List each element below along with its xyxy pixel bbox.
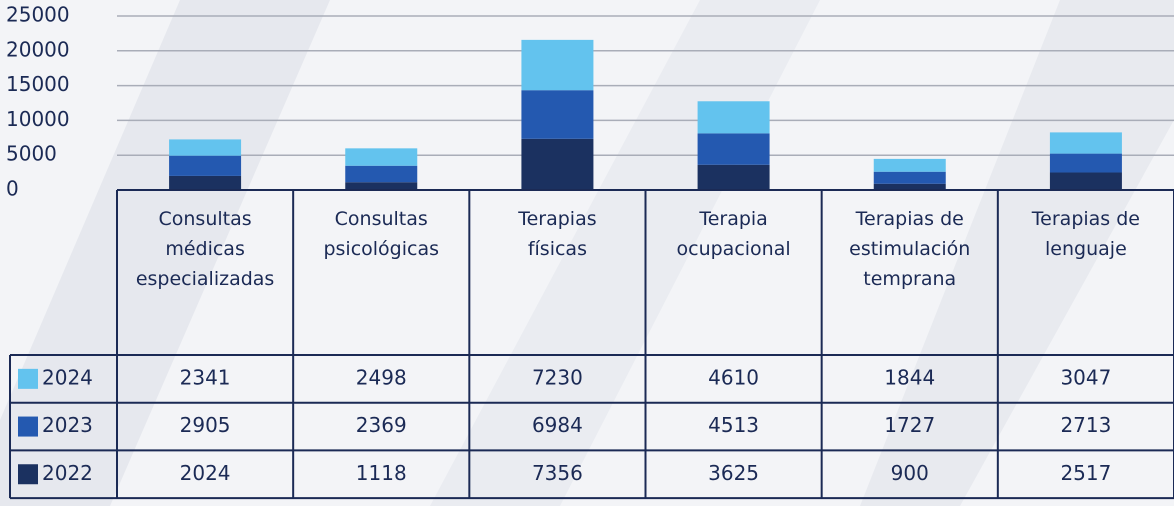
bar-segment (873, 171, 946, 184)
y-tick-label: 0 (6, 177, 19, 201)
table-value: 2369 (356, 413, 407, 437)
category-cell: Consultas psicológicas (323, 208, 439, 260)
table-value: 900 (891, 461, 929, 485)
bar-segment (345, 148, 418, 166)
category-cell: Terapias físicas (518, 208, 597, 260)
table-value: 1844 (884, 365, 935, 389)
bar-segment (169, 155, 242, 176)
y-tick-label: 15000 (6, 72, 70, 96)
table-value: 4610 (708, 365, 759, 389)
bar-segment (521, 39, 594, 91)
legend-swatch (18, 416, 38, 437)
bar-segment (169, 175, 242, 190)
bar-segment (1049, 172, 1122, 190)
table-value: 7356 (532, 461, 583, 485)
table-value: 2498 (356, 365, 407, 389)
y-tick-label: 10000 (6, 107, 70, 131)
bar-segment (697, 164, 770, 190)
legend-label: 2024 (42, 365, 93, 389)
background-stripe (860, 0, 1174, 506)
table-value: 1118 (356, 461, 407, 485)
y-tick-label: 20000 (6, 37, 70, 61)
table-value: 2713 (1060, 413, 1111, 437)
table-value: 3625 (708, 461, 759, 485)
table-value: 2341 (180, 365, 231, 389)
table-value: 2024 (180, 461, 231, 485)
bar-segment (697, 133, 770, 165)
bar-segment (521, 138, 594, 190)
table-value: 4513 (708, 413, 759, 437)
category-cell: Terapias de estimulación temprana (849, 208, 971, 290)
category-cell: Consultas médicas especializadas (135, 208, 275, 290)
legend-swatch (18, 368, 38, 389)
bar-segment (873, 183, 946, 190)
category-cell: Terapia ocupacional (676, 208, 791, 260)
category-label: Terapias físicas (518, 208, 597, 260)
table-value: 7230 (532, 365, 583, 389)
background-stripe (0, 0, 330, 506)
table-value: 2905 (180, 413, 231, 437)
category-label: Consultas médicas especializadas (135, 208, 275, 290)
bar-segment (521, 90, 594, 139)
bar-segment (169, 139, 242, 156)
category-label: Terapia ocupacional (676, 208, 791, 260)
table-value: 2517 (1060, 461, 1111, 485)
y-tick-label: 5000 (6, 142, 57, 166)
table-value: 1727 (884, 413, 935, 437)
category-label: Terapias de estimulación temprana (849, 208, 971, 290)
bar-segment (1049, 153, 1122, 173)
bar-segment (345, 182, 418, 190)
bar-segment (697, 101, 770, 134)
table-value: 6984 (532, 413, 583, 437)
category-label: Consultas psicológicas (323, 208, 439, 260)
bar-segment (873, 158, 946, 172)
category-label: Terapias de lenguaje (1031, 208, 1140, 260)
category-cell: Terapias de lenguaje (1031, 208, 1140, 260)
bar-segment (1049, 132, 1122, 154)
legend-label: 2022 (42, 461, 93, 485)
bar-segment (345, 165, 418, 183)
table-value: 3047 (1060, 365, 1111, 389)
legend-label: 2023 (42, 413, 93, 437)
legend-swatch (18, 464, 38, 485)
y-tick-label: 25000 (6, 3, 70, 27)
